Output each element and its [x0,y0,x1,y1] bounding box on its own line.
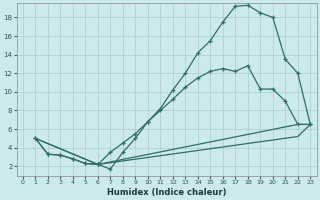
X-axis label: Humidex (Indice chaleur): Humidex (Indice chaleur) [107,188,226,197]
